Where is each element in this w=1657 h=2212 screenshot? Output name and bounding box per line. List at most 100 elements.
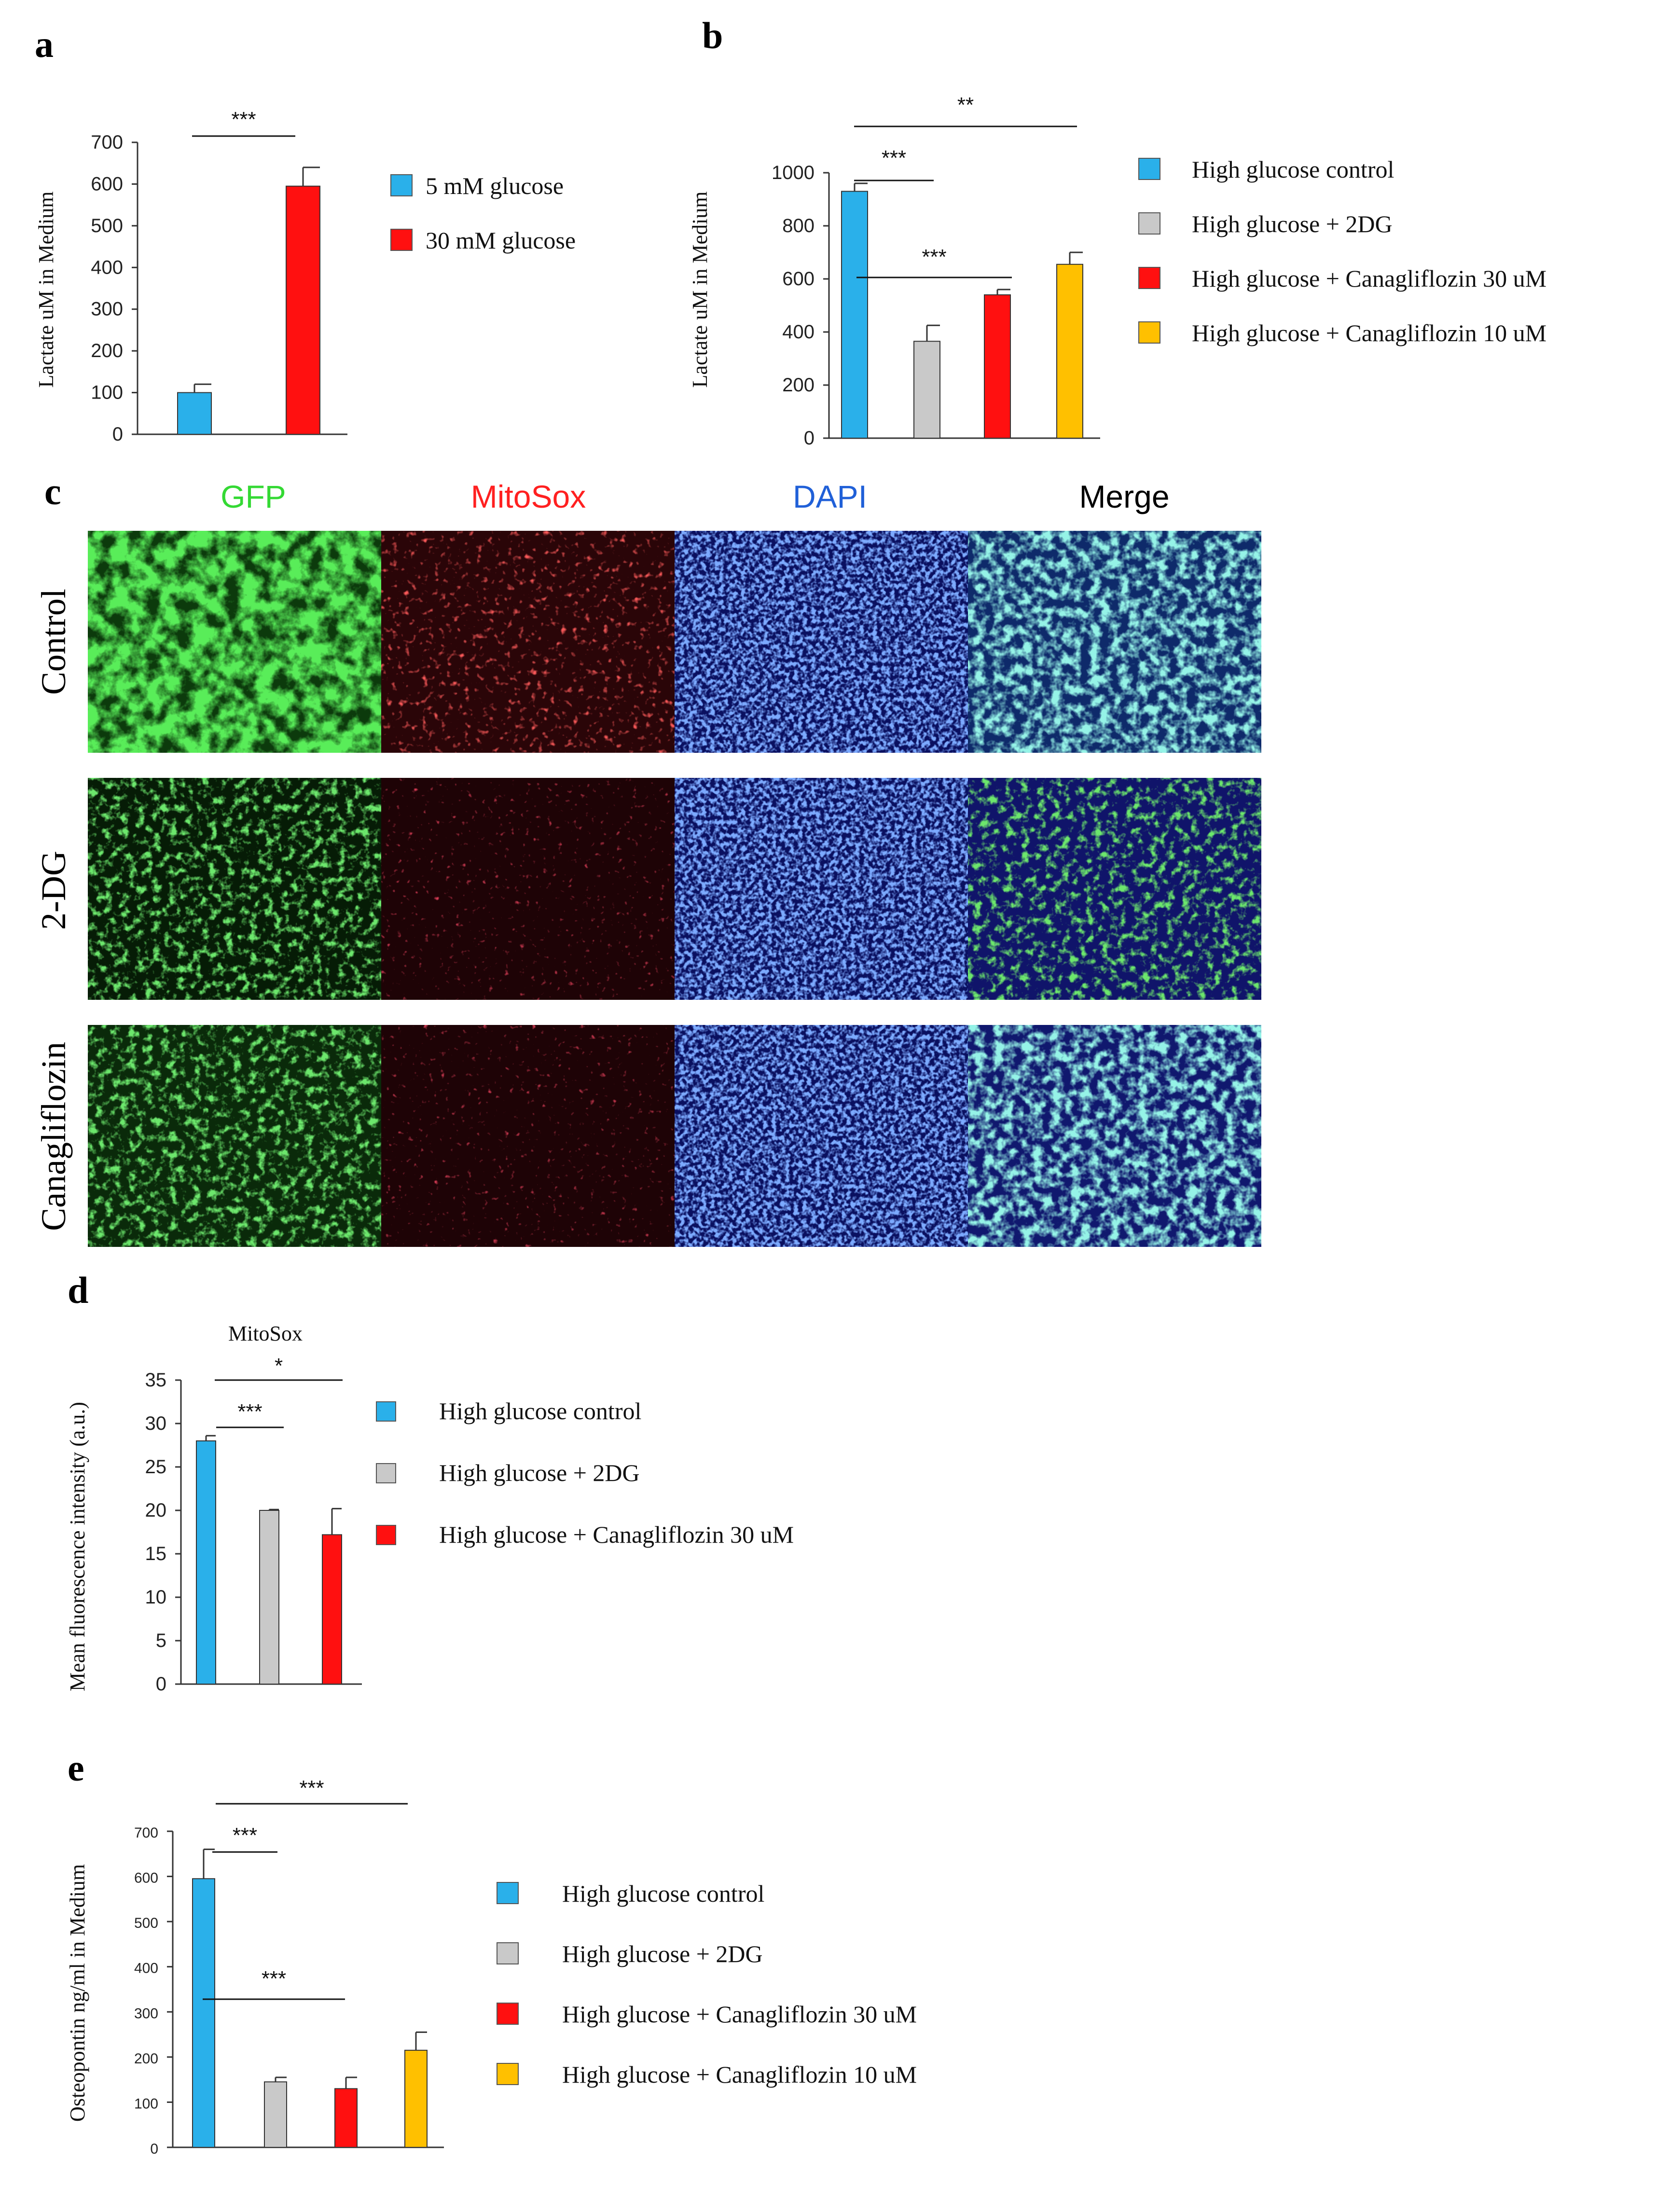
- image-2dg-merge: [968, 778, 1261, 1000]
- row-header-control: Control: [34, 589, 73, 695]
- image-canagliflozin-mitosox: [381, 1025, 675, 1247]
- y-tick-label: 400: [91, 257, 123, 278]
- legend-label: High glucose + Canagliflozin 10 uM: [562, 2061, 917, 2088]
- image-control-gfp: [88, 531, 381, 753]
- legend-label: High glucose + 2DG: [439, 1459, 640, 1486]
- bar: [264, 2081, 287, 2148]
- legend-label: 30 mM glucose: [426, 227, 576, 254]
- row-header-canagliflozin: Canagliflozin: [34, 1042, 73, 1231]
- panel-label-a: a: [35, 23, 54, 65]
- y-tick-label: 10: [145, 1587, 167, 1608]
- y-tick-label: 20: [145, 1500, 167, 1521]
- legend-swatch: [1138, 212, 1160, 235]
- y-tick-label: 300: [91, 299, 123, 320]
- panel-label-e: e: [68, 1747, 84, 1789]
- y-tick-label: 500: [91, 215, 123, 236]
- column-header-merge: Merge: [1079, 479, 1169, 514]
- bar: [334, 2088, 358, 2148]
- y-tick-label: 700: [134, 1825, 158, 1841]
- legend-label: High glucose + 2DG: [562, 1940, 763, 1967]
- image-control-dapi: [675, 531, 968, 753]
- bar: [286, 185, 320, 435]
- y-tick-label: 600: [782, 268, 815, 290]
- y-tick-label: 800: [782, 215, 815, 236]
- y-tick-label: 400: [134, 1961, 158, 1977]
- y-tick-label: 700: [91, 132, 123, 153]
- panel-label-b: b: [702, 14, 723, 56]
- significance-label: **: [957, 93, 974, 117]
- legend-label: High glucose control: [439, 1397, 641, 1424]
- y-tick-label: 30: [145, 1413, 167, 1434]
- y-tick-label: 200: [91, 340, 123, 361]
- significance-label: ***: [882, 146, 906, 170]
- bar: [1056, 263, 1083, 439]
- significance-label: ***: [237, 1400, 262, 1424]
- image-2dg-dapi: [675, 778, 968, 1000]
- column-header-mitosox: MitoSox: [471, 479, 586, 514]
- y-tick-label: 25: [145, 1456, 167, 1478]
- legend-swatch: [390, 174, 413, 196]
- column-header-dapi: DAPI: [793, 479, 867, 514]
- bar: [984, 294, 1011, 439]
- image-canagliflozin-merge: [968, 1025, 1261, 1247]
- bar: [192, 1878, 215, 2148]
- microscopy-grid: GFP MitoSox DAPI Merge Control 2-DG Cana…: [34, 479, 1261, 1247]
- legend-label: High glucose + Canagliflozin 30 uM: [439, 1521, 794, 1548]
- legend-swatch: [497, 1882, 519, 1904]
- y-tick-label: 100: [134, 2096, 158, 2112]
- bar: [259, 1510, 279, 1685]
- legend-label: 5 mM glucose: [426, 172, 564, 199]
- chart-mitosox-intensity: 0 5 10 15 20 25 30 35 Mean fluorescence intensit…: [66, 1322, 794, 1695]
- y-axis-label: Lactate uM in Medium: [688, 192, 712, 388]
- y-tick-label: 500: [134, 1915, 158, 1931]
- significance-label: ***: [299, 1776, 324, 1800]
- chart-lactate-glucose: 0 100 200 300 400 500 600 700 Lactate uM in Medi…: [34, 108, 576, 445]
- y-tick-label: 35: [145, 1369, 167, 1391]
- y-axis-label: Lactate uM in Medium: [34, 192, 58, 388]
- y-axis-label: Osteopontin ng/ml in Medium: [66, 1864, 89, 2122]
- legend-swatch: [376, 1463, 396, 1483]
- legend-label: High glucose control: [1192, 156, 1394, 183]
- legend-swatch: [376, 1525, 396, 1545]
- significance-label: ***: [922, 245, 946, 269]
- legend-swatch: [1138, 267, 1160, 289]
- y-tick-label: 5: [156, 1630, 166, 1651]
- legend-swatch: [390, 229, 413, 251]
- y-tick-label: 100: [91, 382, 123, 403]
- image-2dg-mitosox: [381, 778, 675, 1000]
- panel-label-c: c: [44, 470, 61, 512]
- y-tick-label: 300: [134, 2005, 158, 2021]
- bar: [177, 392, 212, 435]
- legend-swatch: [1138, 321, 1160, 344]
- y-tick-label: 600: [134, 1870, 158, 1886]
- legend-swatch: [376, 1401, 396, 1422]
- significance-label: ***: [233, 1824, 257, 1847]
- legend-label: High glucose + Canagliflozin 30 uM: [1192, 265, 1547, 292]
- significance-label: ***: [262, 1967, 286, 1991]
- legend-swatch: [497, 2063, 519, 2085]
- image-2dg-gfp: [88, 778, 381, 1000]
- bar: [322, 1534, 342, 1685]
- legend-label: High glucose + Canagliflozin 30 uM: [562, 2001, 917, 2028]
- chart-title: MitoSox: [228, 1322, 303, 1345]
- legend-swatch: [497, 1942, 519, 1964]
- bar: [196, 1440, 216, 1685]
- bar: [404, 2049, 428, 2148]
- significance-label: *: [275, 1354, 283, 1378]
- bar: [841, 191, 868, 439]
- y-tick-label: 200: [782, 374, 815, 396]
- image-control-mitosox: [381, 531, 675, 753]
- legend-swatch: [497, 2003, 519, 2025]
- image-canagliflozin-gfp: [88, 1025, 381, 1247]
- y-tick-label: 600: [91, 173, 123, 194]
- column-header-gfp: GFP: [221, 479, 286, 514]
- significance-label: ***: [231, 108, 256, 131]
- y-tick-label: 200: [134, 2051, 158, 2067]
- y-tick-label: 1000: [772, 162, 815, 183]
- y-tick-label: 400: [782, 321, 815, 343]
- row-header-2dg: 2-DG: [34, 851, 73, 930]
- y-tick-label: 0: [804, 428, 815, 449]
- panel-label-d: d: [68, 1269, 88, 1311]
